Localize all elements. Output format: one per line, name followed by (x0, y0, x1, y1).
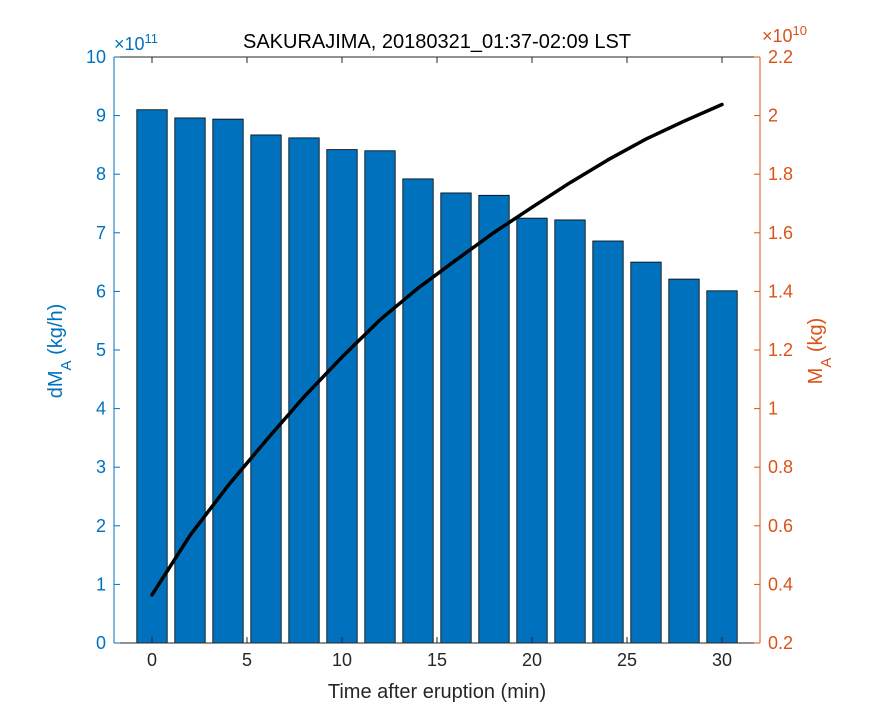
x-tick-label-5: 25 (617, 650, 637, 670)
y-right-axis-label: MA (kg) (805, 318, 835, 385)
y-left-tick-label-6: 6 (96, 281, 106, 301)
y-left-tick-label-3: 3 (96, 457, 106, 477)
y-left-tick-label-5: 5 (96, 340, 106, 360)
bar-3 (250, 134, 282, 644)
bar-10 (516, 217, 548, 644)
x-tick-label-0: 0 (147, 650, 157, 670)
y-right-tick-label-4: 1 (768, 399, 778, 419)
y-right-tick-label-1: 0.4 (768, 574, 793, 594)
y-left-tick-label-7: 7 (96, 223, 106, 243)
y-right-tick-label-10: 2.2 (768, 47, 793, 67)
y-left-exponent-base: ×10 (114, 34, 145, 54)
y-right-exponent-power: 10 (793, 23, 807, 38)
y-left-axis-label: dMA (kg/h) (45, 304, 75, 399)
plot-area (114, 57, 760, 643)
y-left-tick-label-4: 4 (96, 399, 106, 419)
axes: 0 5 10 15 20 25 30 0 1 2 3 4 5 6 7 8 9 10 0.2 0.4 0.6 0.8 1 1.2… (86, 47, 793, 670)
y-right-label-unit: (kg) (805, 318, 827, 358)
y-left-tick-label-0: 0 (96, 633, 106, 653)
bar-1 (174, 117, 206, 644)
bar-0 (136, 109, 168, 644)
y-right-tick-label-0: 0.2 (768, 633, 793, 653)
y-right-label-sub: A (818, 358, 835, 368)
bar-12 (592, 240, 624, 644)
x-axis-label: Time after eruption (min) (328, 681, 546, 703)
y-right-label-main: M (805, 368, 827, 385)
bar-15 (706, 290, 738, 644)
y-right-tick-label-9: 2 (768, 106, 778, 126)
y-left-exponent: ×1011 (114, 31, 158, 55)
y-left-tick-label-1: 1 (96, 574, 106, 594)
y-left-tick-label-2: 2 (96, 516, 106, 536)
y-right-exponent: ×1010 (762, 23, 807, 47)
y-right-tick-label-3: 0.8 (768, 457, 793, 477)
y-left-label-main: dM (45, 370, 67, 398)
y-left-label-unit: (kg/h) (45, 304, 67, 361)
bar-13 (630, 261, 662, 644)
y-right-tick-label-5: 1.2 (768, 340, 793, 360)
bar-11 (554, 219, 586, 644)
plot-background (114, 57, 760, 643)
bar-4 (288, 137, 320, 644)
x-tick-label-1: 5 (242, 650, 252, 670)
x-tick-label-3: 15 (427, 650, 447, 670)
bar-2 (212, 118, 244, 644)
bar-9 (478, 194, 510, 644)
bar-7 (402, 178, 434, 644)
y-right-tick-label-6: 1.4 (768, 281, 793, 301)
y-right-tick-label-8: 1.8 (768, 164, 793, 184)
y-left-tick-label-10: 10 (86, 47, 106, 67)
bar-5 (326, 149, 358, 644)
y-left-tick-label-9: 9 (96, 106, 106, 126)
bar-6 (364, 150, 396, 644)
cumulative-mass-line (150, 102, 724, 597)
y-right-tick-label-7: 1.6 (768, 223, 793, 243)
x-tick-label-6: 30 (712, 650, 732, 670)
bar-14 (668, 278, 700, 644)
chart-title: SAKURAJIMA, 20180321_01:37-02:09 LST (243, 31, 631, 53)
y-right-tick-label-2: 0.6 (768, 516, 793, 536)
y-left-tick-label-8: 8 (96, 164, 106, 184)
y-left-exponent-power: 11 (145, 31, 159, 46)
x-tick-label-2: 10 (332, 650, 352, 670)
y-left-label-sub: A (58, 360, 75, 370)
line-series (150, 102, 724, 597)
x-tick-label-4: 20 (522, 650, 542, 670)
y-right-exponent-base: ×10 (762, 26, 793, 46)
